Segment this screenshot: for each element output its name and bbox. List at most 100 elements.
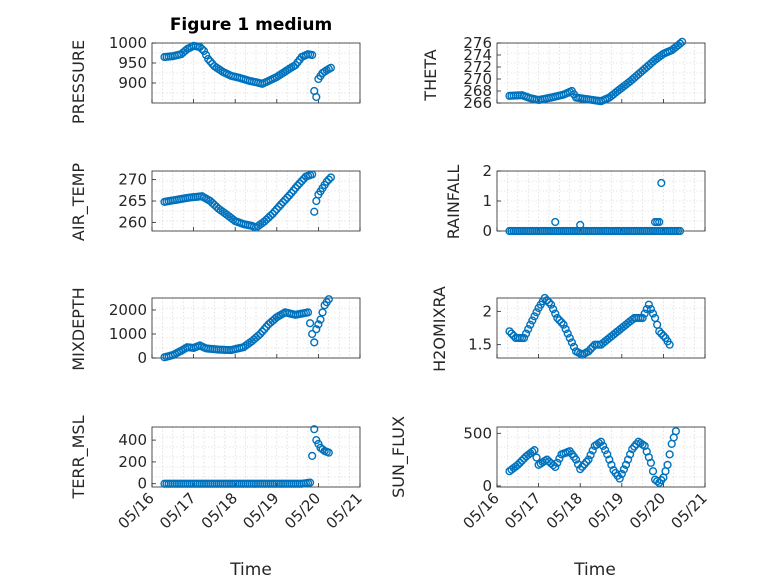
x-tick-label: 05/17: [156, 489, 199, 532]
y-tick-label: 260: [118, 213, 147, 231]
data-point: [281, 195, 290, 205]
data-point: [295, 179, 304, 188]
data-point: [310, 338, 319, 347]
data-point: [256, 329, 265, 339]
ylabel-sun-flux: SUN_FLUX: [389, 416, 409, 498]
data-point: [312, 92, 321, 102]
axes-frame: [496, 297, 706, 359]
data-point: [565, 333, 574, 343]
data-point: [268, 209, 277, 218]
y-tick-label: 0: [137, 475, 147, 493]
y-tick-label: 2000: [109, 301, 147, 319]
data-point: [665, 340, 674, 349]
data-point: [569, 342, 579, 351]
data-point: [258, 327, 267, 336]
data-point: [310, 207, 319, 216]
data-point: [291, 183, 300, 193]
data-point: [513, 460, 522, 469]
data-point: [678, 37, 687, 46]
data-point: [648, 467, 658, 476]
data-point: [626, 450, 635, 459]
data-point: [303, 308, 313, 317]
data-point: [515, 458, 524, 467]
data-point: [546, 300, 556, 309]
data-point: [285, 191, 294, 200]
data-point: [542, 296, 552, 305]
data-point: [659, 331, 668, 340]
ylabel-pressure: PRESSURE: [69, 40, 88, 124]
data-point: [318, 445, 327, 454]
panel-rainfall: RAINFALL 0 1 2: [444, 162, 706, 240]
data-point: [657, 51, 666, 60]
data-point: [601, 446, 610, 455]
panel-sun-flux: SUN_FLUX 0 500 05/1605/1705/1805/1905/2005…: [389, 416, 711, 532]
data-point: [308, 451, 317, 461]
data-point: [197, 44, 207, 54]
data-point: [326, 173, 335, 182]
data-point: [584, 455, 593, 464]
xlabel-left: Time: [229, 560, 272, 580]
data-point: [655, 217, 664, 227]
data-point: [553, 313, 562, 323]
data-point: [528, 447, 537, 456]
y-tick-label: 900: [118, 74, 147, 92]
data-point: [266, 211, 275, 220]
data-point: [571, 455, 581, 464]
y-tick-label: 2: [482, 162, 492, 180]
data-point: [596, 437, 606, 446]
data-point: [530, 312, 539, 321]
panel-terr-msl: TERR_MSL 020040005/1605/1705/1805/1905/2…: [69, 415, 366, 532]
axes-frame: [496, 426, 706, 488]
xlabel-right: Time: [573, 560, 616, 580]
data-point: [305, 478, 315, 487]
x-tick-label: 05/16: [115, 489, 158, 532]
data-point: [648, 309, 658, 318]
data-point: [555, 454, 564, 463]
data-point: [567, 338, 576, 347]
data-point: [586, 450, 595, 460]
data-point: [607, 460, 616, 469]
data-point: [617, 469, 626, 479]
x-tick-label: 05/21: [668, 489, 711, 532]
data-point: [287, 188, 296, 198]
data-point: [289, 186, 298, 195]
data-point: [580, 460, 589, 469]
data-point: [278, 198, 288, 207]
x-tick-label: 05/17: [501, 489, 544, 532]
data-point: [253, 331, 263, 340]
data-point: [551, 309, 560, 318]
data-point: [199, 46, 209, 56]
data-point: [642, 305, 651, 314]
y-tick-label: 268: [463, 82, 492, 100]
data-point: [270, 207, 279, 216]
data-point: [316, 315, 325, 324]
data-point: [324, 295, 333, 304]
data-point: [671, 427, 680, 436]
y-tick-label: 274: [463, 46, 492, 64]
data-point: [297, 176, 306, 186]
data-point: [621, 460, 631, 469]
ylabel-h2omixra: H2OMIXRA: [430, 286, 449, 372]
data-point: [505, 327, 514, 336]
y-tick-label: 270: [118, 171, 147, 189]
data-point: [630, 442, 639, 451]
y-tick-label: 0: [137, 349, 147, 367]
data-point: [532, 308, 541, 317]
data-point: [653, 477, 662, 486]
data-point: [646, 458, 656, 467]
data-point: [578, 462, 587, 471]
data-point: [528, 316, 537, 325]
data-point: [322, 177, 331, 186]
data-point: [229, 215, 238, 224]
y-tick-label: 1: [482, 192, 492, 210]
data-point: [555, 316, 564, 325]
data-point: [272, 205, 281, 214]
y-tick-label: 0: [482, 222, 492, 240]
data-point: [204, 54, 213, 64]
axes-frame: [496, 170, 706, 232]
data-point: [551, 217, 560, 227]
data-point: [582, 457, 591, 467]
ylabel-rainfall: RAINFALL: [444, 165, 463, 240]
data-point: [293, 181, 302, 190]
